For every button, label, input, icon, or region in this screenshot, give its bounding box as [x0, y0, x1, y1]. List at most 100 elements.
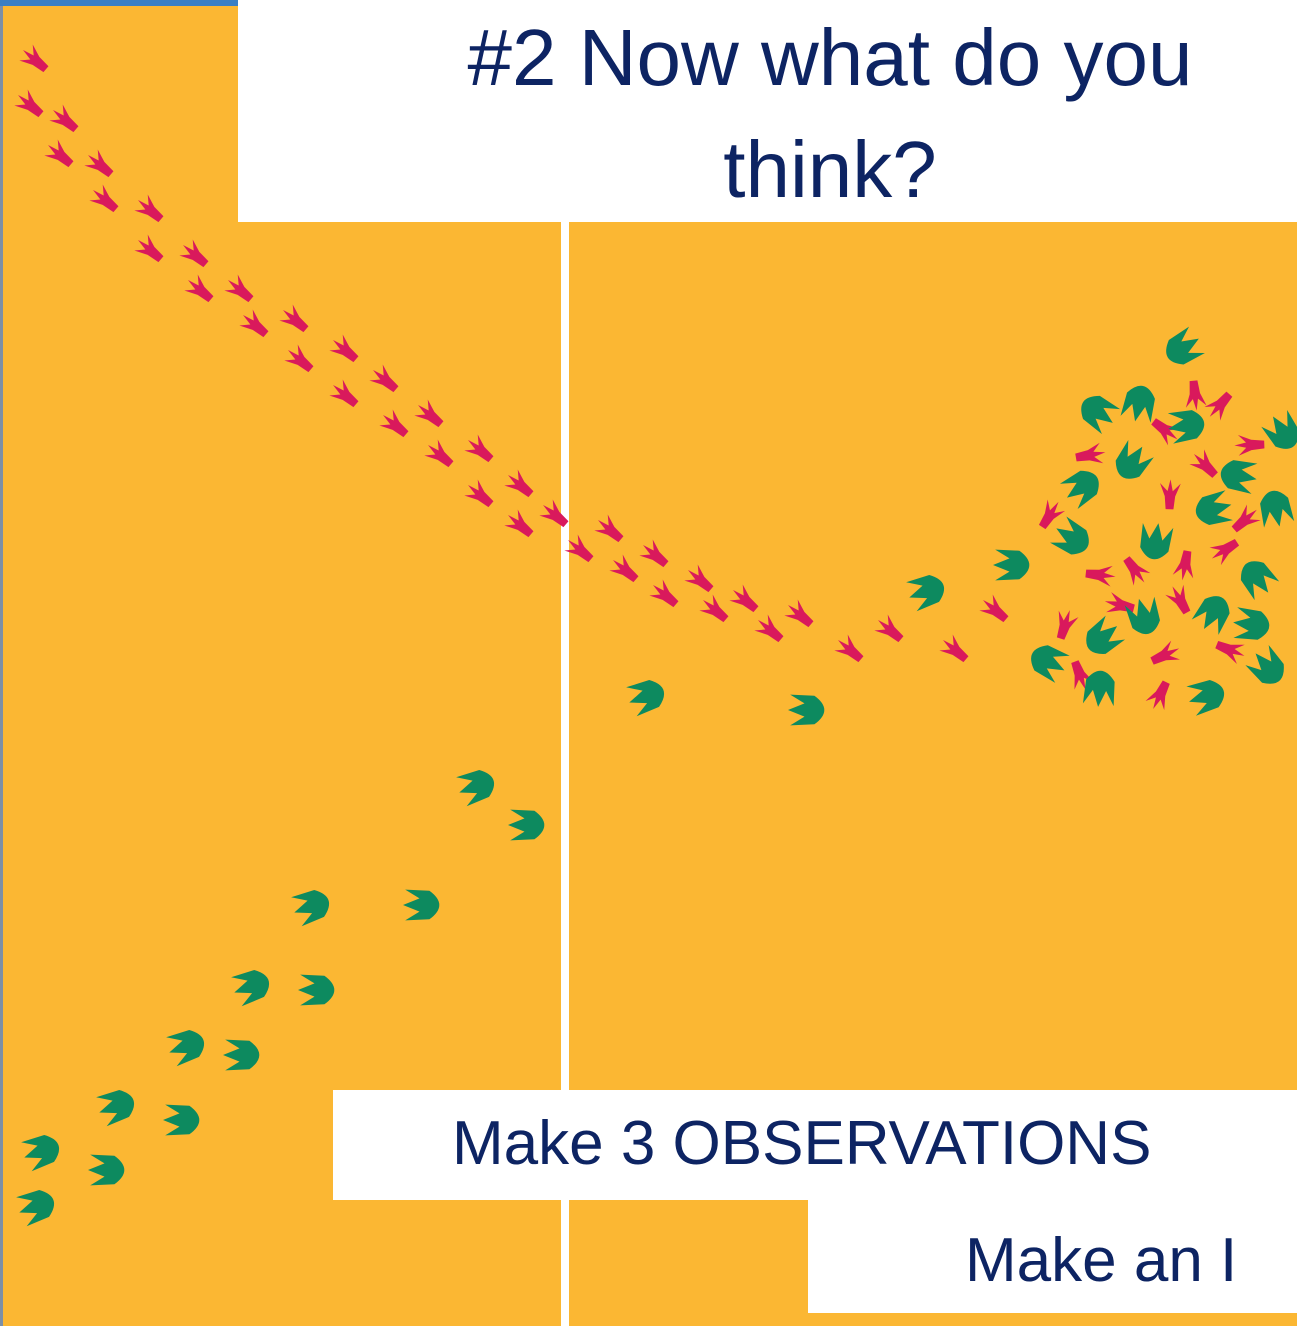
bird-print: [221, 272, 257, 307]
bird-print: [606, 552, 642, 587]
bird-print: [1159, 479, 1181, 510]
dino-print: [1138, 521, 1174, 562]
dino-print: [88, 1155, 124, 1186]
bird-print: [781, 597, 817, 632]
bird-print: [1213, 635, 1249, 665]
bird-print: [131, 192, 167, 227]
bird-print: [11, 87, 47, 122]
bird-print: [1202, 387, 1237, 423]
dino-print: [1257, 488, 1295, 530]
bird-print: [1187, 447, 1223, 483]
dino-print: [1234, 554, 1280, 602]
dino-print: [163, 1105, 199, 1136]
prompt: Make an I: [965, 1225, 1237, 1296]
bird-print: [1234, 434, 1265, 456]
bird-print: [871, 612, 907, 647]
dino-print: [508, 810, 544, 841]
bird-print: [461, 477, 497, 512]
prompt: Make 3 OBSERVATIONS: [452, 1108, 1151, 1179]
bird-print: [81, 147, 117, 182]
dino-print: [1191, 590, 1236, 637]
bird-print: [461, 432, 497, 467]
dino-print: [1260, 408, 1297, 455]
bird-print: [46, 102, 82, 137]
bird-print: [281, 342, 317, 377]
bird-print: [1172, 549, 1198, 582]
bird-print: [831, 632, 867, 667]
bird-print: [1085, 563, 1117, 587]
prompt-box: Make an I: [808, 1200, 1297, 1313]
dino-print: [1120, 383, 1158, 425]
bird-print: [1183, 380, 1207, 412]
bird-print: [501, 467, 537, 502]
bird-print: [751, 612, 787, 647]
bird-print: [181, 272, 217, 307]
dino-print: [19, 1131, 64, 1172]
title: #2 Now what do you think?: [390, 2, 1270, 222]
dino-print: [1160, 325, 1207, 370]
slide: #2 Now what do you think? Make 3 OBSERVA…: [0, 0, 1297, 1326]
dino-print: [94, 1086, 139, 1127]
dino-print: [1218, 457, 1260, 494]
dino-print: [1083, 669, 1117, 708]
bird-print: [1227, 502, 1263, 537]
bird-print: [1051, 607, 1080, 642]
bird-print: [86, 182, 122, 217]
top-edge: [0, 0, 238, 6]
dino-print: [624, 676, 669, 717]
dino-print: [1109, 438, 1155, 485]
dino-print: [1184, 676, 1228, 717]
bird-print: [276, 302, 312, 337]
bird-print: [411, 397, 447, 432]
bird-print: [646, 577, 682, 612]
bird-print: [681, 562, 717, 597]
bird-print: [1148, 639, 1184, 670]
dino-print: [904, 571, 949, 612]
bird-print: [1163, 581, 1196, 617]
dino-print: [1231, 607, 1271, 642]
bird-print: [131, 232, 167, 267]
bird-print: [1144, 678, 1176, 714]
dino-print: [1025, 640, 1072, 684]
dino-print: [993, 550, 1029, 581]
dino-print: [1166, 407, 1207, 444]
dino-print: [454, 766, 499, 807]
bird-print: [1206, 533, 1242, 567]
dino-print: [289, 886, 334, 927]
bird-print: [236, 307, 272, 342]
prompt-box: Make 3 OBSERVATIONS: [333, 1090, 1297, 1200]
bird-print: [176, 237, 212, 272]
bird-print: [936, 632, 972, 667]
title-box: #2 Now what do you think?: [238, 0, 1297, 222]
left-edge: [0, 0, 3, 1326]
bird-print: [326, 332, 362, 367]
dino-print: [788, 695, 824, 726]
bird-print: [501, 507, 537, 542]
dino-print: [164, 1026, 209, 1067]
bird-print: [421, 437, 457, 472]
dino-print: [1048, 515, 1095, 560]
dino-print: [298, 975, 334, 1006]
bird-print: [366, 362, 402, 397]
bird-print: [16, 42, 52, 77]
bird-print: [326, 377, 362, 412]
bird-print: [726, 582, 762, 617]
bird-print: [41, 137, 77, 172]
dino-print: [1058, 464, 1105, 510]
dino-print: [1244, 643, 1291, 691]
bird-print: [591, 512, 627, 547]
bird-print: [1033, 496, 1067, 532]
bird-print: [636, 537, 672, 572]
bird-print: [1118, 552, 1153, 588]
bird-print: [696, 592, 732, 627]
dino-print: [1079, 614, 1127, 661]
title-wrap: #2 Now what do you think?: [238, 2, 1297, 222]
dino-print: [1192, 490, 1235, 529]
dino-print: [1124, 595, 1164, 638]
dino-print: [1074, 389, 1121, 435]
dino-print: [229, 966, 274, 1007]
dino-print: [403, 890, 439, 921]
bird-print: [376, 407, 412, 442]
bird-print: [976, 592, 1012, 627]
bird-print: [1074, 442, 1107, 468]
